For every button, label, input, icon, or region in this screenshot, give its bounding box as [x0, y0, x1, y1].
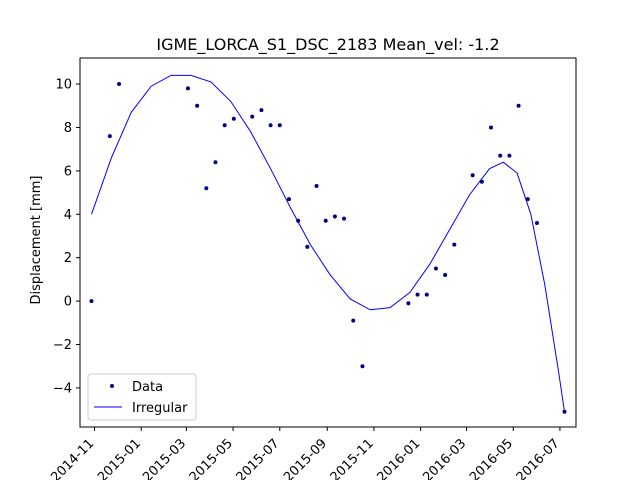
x-tick-label: 2015-03	[140, 436, 189, 480]
data-point	[507, 153, 512, 158]
x-tick-label: 2016-07	[514, 436, 563, 480]
data-point	[525, 197, 530, 202]
data-point	[406, 301, 411, 306]
y-tick-label: −4	[53, 381, 72, 396]
y-tick-label: 0	[64, 295, 72, 310]
data-point	[498, 153, 503, 158]
legend-label-irregular: Irregular	[132, 401, 188, 416]
legend: Data Irregular	[87, 373, 197, 421]
data-point	[231, 116, 236, 121]
data-point	[277, 123, 282, 128]
data-point	[415, 292, 420, 297]
axes-frame	[79, 57, 577, 428]
data-point	[479, 179, 484, 184]
data-point	[534, 220, 539, 225]
data-point	[204, 186, 209, 191]
data-point	[360, 364, 365, 369]
data-point	[195, 103, 200, 108]
x-tick-label: 2015-05	[187, 436, 236, 480]
data-point	[268, 123, 273, 128]
y-tick-label: 4	[64, 208, 72, 223]
data-point	[305, 244, 310, 249]
x-tick-label: 2014-11	[48, 436, 97, 480]
data-point	[222, 123, 227, 128]
data-point	[443, 273, 448, 278]
y-tick-label: 8	[64, 121, 72, 136]
data-point	[213, 160, 218, 165]
data-point	[433, 266, 438, 271]
x-tick-label: 2016-03	[420, 436, 469, 480]
plot-area	[89, 74, 567, 414]
y-tick-label: 2	[64, 251, 72, 266]
y-tick-label: 6	[64, 164, 72, 179]
legend-label-data: Data	[132, 380, 163, 395]
data-point	[489, 125, 494, 130]
data-point	[516, 103, 521, 108]
data-point	[117, 82, 122, 87]
y-tick-label: 10	[55, 78, 72, 93]
x-tick-label: 2016-05	[467, 436, 516, 480]
data-point	[351, 318, 356, 323]
data-point	[323, 218, 328, 223]
data-point	[332, 214, 337, 219]
x-tick-label: 2016-01	[374, 436, 423, 480]
x-tick-label: 2015-09	[281, 436, 330, 480]
y-axis-label: Displacement [mm]	[29, 176, 44, 305]
x-tick-label: 2015-07	[234, 436, 283, 480]
data-point	[424, 292, 429, 297]
legend-data-marker	[110, 384, 114, 388]
legend-box	[87, 373, 197, 421]
data-point	[89, 299, 94, 304]
x-tick-label: 2015-11	[328, 436, 377, 480]
x-tick-label: 2015-01	[95, 436, 144, 480]
data-point	[259, 108, 264, 113]
data-point	[296, 218, 301, 223]
data-point	[452, 242, 457, 247]
data-point	[342, 216, 347, 221]
data-point	[470, 173, 475, 178]
data-point	[286, 197, 291, 202]
data-point	[562, 409, 567, 414]
fit-line-irregular	[91, 74, 566, 412]
data-point	[107, 134, 112, 139]
x-axis-ticks: 2014-112015-012015-032015-052015-072015-…	[48, 427, 563, 480]
chart-title: IGME_LORCA_S1_DSC_2183 Mean_vel: -1.2	[156, 35, 499, 55]
y-tick-label: −2	[53, 338, 72, 353]
y-axis-ticks: −4 −2 0 2 4 6 8 10	[53, 78, 80, 396]
data-point	[250, 114, 255, 119]
data-point	[185, 86, 190, 91]
data-point	[314, 184, 319, 189]
